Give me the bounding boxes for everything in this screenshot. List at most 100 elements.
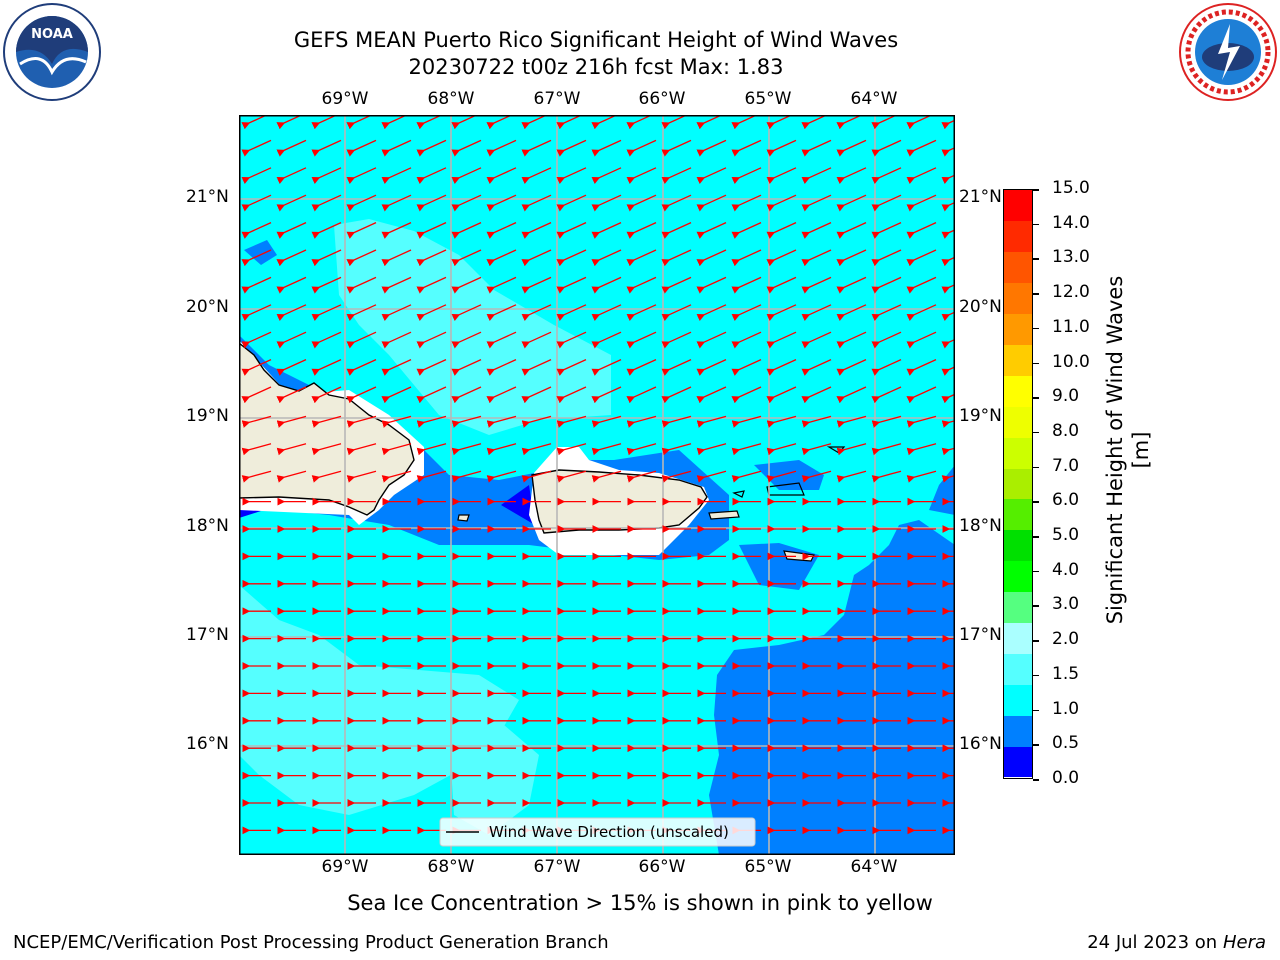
wind-arrow: [941, 338, 955, 349]
wind-arrow: [276, 415, 307, 428]
colorbar-tick-label: 2.0: [1052, 629, 1080, 650]
wind-arrow: [416, 115, 444, 130]
wind-arrow: [871, 222, 902, 239]
wind-arrow: [801, 222, 832, 239]
wind-arrow: [661, 115, 689, 130]
wind-arrow: [451, 115, 479, 130]
chart-title-line2: 20230722 t00z 216h fcst Max: 1.83: [408, 55, 784, 79]
wind-arrow: [836, 115, 864, 130]
colorbar-tick: [1033, 674, 1039, 677]
wind-arrow: [521, 249, 552, 267]
wind-arrow: [381, 359, 412, 376]
wind-arrow: [591, 470, 622, 483]
wind-arrow: [801, 167, 832, 185]
wind-arrow: [346, 304, 377, 322]
wind-arrow: [346, 359, 377, 376]
colorbar-segment: [1004, 220, 1032, 253]
band-southeast-blue: [709, 520, 955, 855]
wind-arrow: [731, 276, 762, 294]
wind-arrow: [941, 119, 955, 130]
lon-label-top-68w: 68°W: [427, 89, 475, 109]
chart-title-line1: GEFS MEAN Puerto Rico Significant Height…: [293, 28, 899, 52]
wind-arrow: [766, 249, 797, 267]
colorbar-tick-label: 7.0: [1052, 455, 1080, 476]
hispaniola-land: [239, 342, 415, 516]
wind-arrow: [521, 359, 552, 376]
colorbar-segment: [1004, 684, 1032, 716]
wind-arrow: [241, 470, 272, 483]
wind-arrow: [241, 331, 272, 349]
wind-arrow: [276, 222, 307, 239]
wind-arrow: [416, 139, 447, 157]
wind-arrow: [836, 443, 867, 456]
wind-arrow: [906, 276, 937, 294]
band-patch-north: [334, 219, 611, 435]
wind-arrow: [696, 415, 727, 428]
wind-arrow: [661, 167, 692, 185]
wind-arrow: [801, 139, 832, 157]
lat-label-left-21n: 21°N: [186, 187, 229, 207]
wind-arrow: [311, 115, 339, 130]
wind-arrow: [906, 415, 937, 428]
colorbar-tick: [1033, 327, 1039, 330]
wind-arrow: [871, 443, 902, 456]
wind-arrow: [556, 276, 587, 294]
colorbar-segment: [1004, 468, 1032, 500]
colorbar-tick-label: 15.0: [1052, 178, 1090, 198]
sea-ice-note: Sea Ice Concentration > 15% is shown in …: [347, 891, 933, 915]
wind-arrow: [906, 359, 937, 376]
wind-arrow: [801, 115, 829, 130]
wind-arrow: [451, 443, 482, 456]
wind-arrow: [626, 331, 657, 349]
wind-arrow: [941, 256, 955, 267]
wind-arrow: [906, 470, 937, 483]
colorbar-segment: [1004, 622, 1032, 654]
wind-arrow: [311, 415, 342, 428]
wind-arrow: [276, 249, 307, 267]
wind-arrow: [241, 249, 272, 267]
colorbar-tick-label: 1.5: [1052, 663, 1080, 684]
wind-arrow: [871, 194, 902, 212]
wind-arrow: [556, 386, 587, 404]
wind-arrow: [801, 194, 832, 212]
wind-arrow: [626, 249, 657, 267]
wind-arrow: [941, 474, 955, 483]
wind-arrow: [346, 139, 377, 157]
lon-label-top-67w: 67°W: [533, 89, 581, 109]
wind-arrow: [626, 386, 657, 404]
wind-arrow: [276, 139, 307, 157]
wind-arrow: [381, 443, 412, 456]
wind-arrow: [381, 304, 412, 322]
wind-arrow: [696, 386, 727, 404]
wind-arrow: [486, 304, 517, 322]
wind-arrow: [451, 304, 482, 322]
wind-arrow: [241, 359, 272, 376]
wind-arrow: [731, 331, 762, 349]
wind-arrow: [941, 283, 955, 294]
wind-arrow: [871, 331, 902, 349]
lat-label-left-20n: 20°N: [186, 297, 229, 317]
colorbar-tick-label: 0.0: [1052, 768, 1080, 788]
wind-arrow: [661, 222, 692, 239]
wind-arrow: [661, 443, 692, 456]
wind-arrow: [276, 386, 307, 404]
wind-arrow: [451, 331, 482, 349]
lat-label-right-20n: 20°N: [959, 297, 1002, 317]
wind-arrow: [556, 249, 587, 267]
wind-arrow: [346, 470, 377, 483]
colorbar-tick: [1033, 501, 1039, 503]
colorbar-tick-label: 1.0: [1052, 698, 1080, 719]
wind-arrow: [416, 415, 447, 428]
colorbar-tick: [1033, 709, 1039, 712]
wind-arrow: [591, 115, 619, 130]
wind-arrow: [311, 331, 342, 349]
band-patch-south: [449, 725, 539, 835]
lon-label-top-69w: 69°W: [321, 89, 369, 109]
wind-arrow: [941, 229, 955, 239]
wind-arrow: [311, 167, 342, 185]
colorbar-tick-label: 4.0: [1052, 559, 1080, 580]
colorbar-tick: [1033, 293, 1039, 295]
colorbar-tick-label: 3.0: [1052, 594, 1080, 615]
wind-arrow: [451, 249, 482, 267]
wind-arrow: [801, 443, 832, 456]
